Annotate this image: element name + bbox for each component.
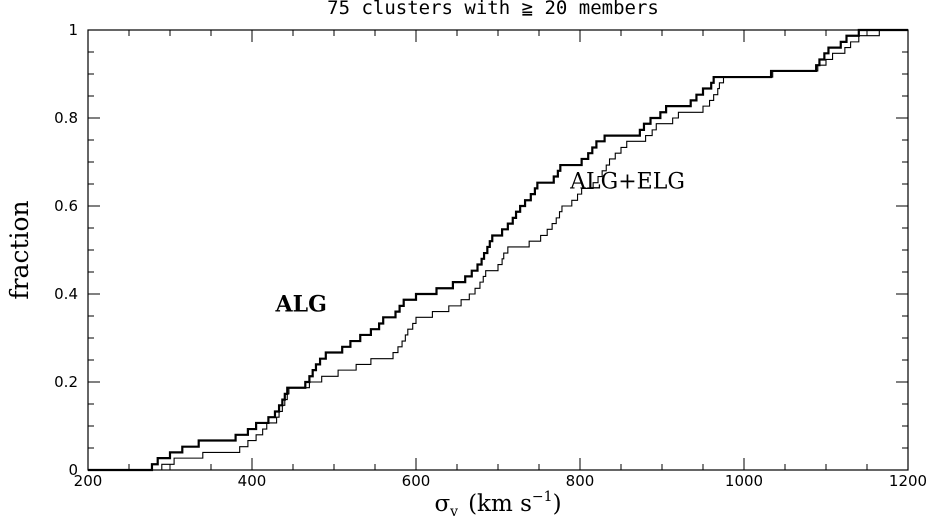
series-label-alg: ALG xyxy=(275,292,327,318)
x-axis-label-superscript: −1 xyxy=(532,489,553,505)
series-layer xyxy=(88,28,908,472)
x-axis-label-units-open: (km s xyxy=(468,491,532,517)
annotation-layer: ALG ALG+ELG xyxy=(275,169,685,317)
y-tick-labels: 0 0.2 0.4 0.6 0.8 1 xyxy=(54,21,78,479)
x-axis-label-subscript: v xyxy=(449,504,458,520)
y-tick-label: 0.8 xyxy=(54,109,78,127)
x-tick-label: 1200 xyxy=(889,472,927,490)
plot-area: ALG ALG+ELG xyxy=(87,28,909,472)
y-tick-label: 0 xyxy=(68,461,78,479)
x-tick-labels: 200 400 600 800 1000 1200 xyxy=(74,472,927,490)
y-tick-label: 0.2 xyxy=(54,373,78,391)
x-tick-label: 800 xyxy=(566,472,595,490)
y-tick-label: 0.6 xyxy=(54,197,78,215)
y-tick-label: 1 xyxy=(68,21,78,39)
series-label-alg-elg: ALG+ELG xyxy=(569,169,685,194)
axis-ticks xyxy=(87,29,909,471)
chart-title: 75 clusters with ≧ 20 members xyxy=(327,0,659,19)
series-line-alg-elg xyxy=(88,29,908,471)
x-tick-label: 1000 xyxy=(725,472,763,490)
x-tick-label: 200 xyxy=(74,472,103,490)
y-tick-label: 0.4 xyxy=(54,285,78,303)
x-tick-label: 600 xyxy=(402,472,431,490)
series-line-alg xyxy=(88,28,908,472)
plot-frame xyxy=(87,29,909,471)
x-tick-label: 400 xyxy=(238,472,267,490)
x-axis-label: σv (km s−1) xyxy=(434,489,561,520)
x-axis-label-symbol: σ xyxy=(434,491,450,517)
x-axis-label-units-close: ) xyxy=(553,491,562,517)
y-axis-label: fraction xyxy=(5,200,34,299)
